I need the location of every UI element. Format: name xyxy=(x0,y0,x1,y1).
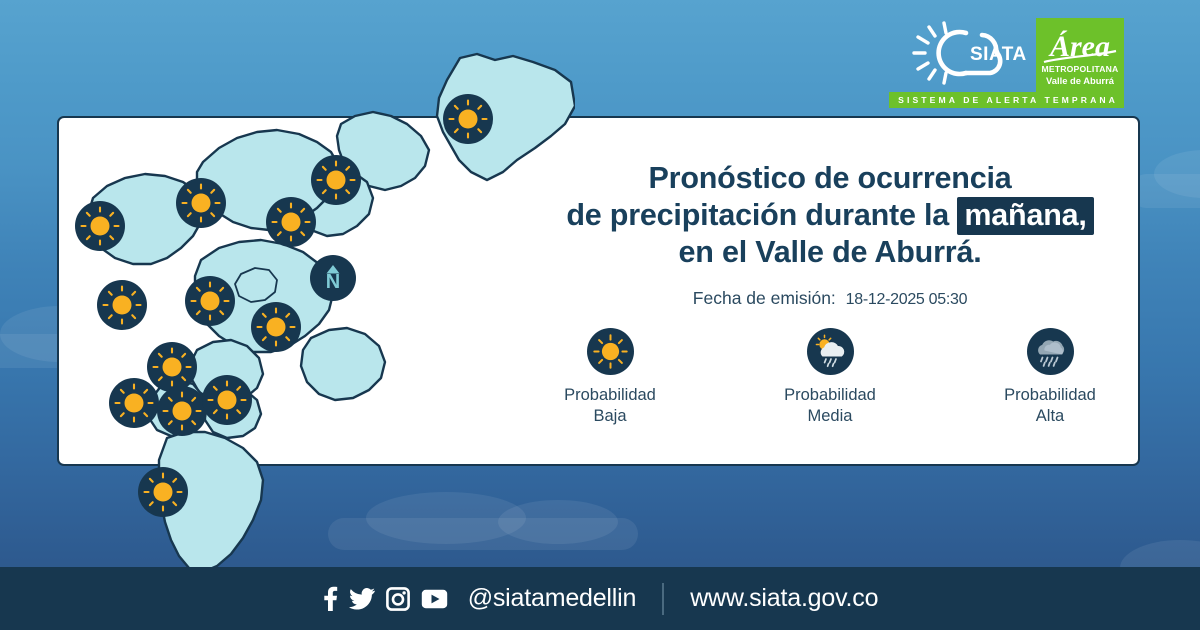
area-metropolitana-logo[interactable]: Área METROPOLITANA Valle de Aburrá xyxy=(1036,18,1124,92)
instagram-icon[interactable] xyxy=(385,586,410,611)
legend-label-media: Probabilidad Media xyxy=(740,385,920,427)
headline-line-2: de precipitación durante la mañana, xyxy=(500,197,1160,235)
headline-line-2-text: de precipitación durante la xyxy=(566,198,950,232)
legend-label-alta: Probabilidad Alta xyxy=(960,385,1140,427)
footer-bar: @siatamedellin www.siata.gov.co xyxy=(0,567,1200,630)
headline-highlight-periodo: mañana, xyxy=(957,197,1094,235)
legend-alta-line2: Alta xyxy=(1035,407,1065,425)
siata-tagline: SISTEMA DE ALERTA TEMPRANA xyxy=(889,92,1124,108)
area-wordmark: Área xyxy=(1048,30,1110,63)
north-arrow-icon: N xyxy=(310,255,356,301)
siata-wordmark: SIATA xyxy=(970,44,1026,65)
probability-legend: Probabilidad Baja xyxy=(500,328,1160,427)
footer-separator xyxy=(662,582,665,615)
valle-de-aburra-map: N xyxy=(55,20,575,580)
headline-block: Pronóstico de ocurrencia de precipitació… xyxy=(500,160,1160,309)
legend-media-line2: Media xyxy=(807,407,853,425)
emission-date-row: Fecha de emisión: 18-12-2025 05:30 xyxy=(500,288,1160,309)
headline-line-3: en el Valle de Aburrá. xyxy=(678,235,982,269)
legend-baja-line2: Baja xyxy=(593,407,627,425)
legend-item-baja: Probabilidad Baja xyxy=(520,328,700,427)
siata-logo[interactable]: SIATA xyxy=(910,18,1026,88)
headline-line-1: Pronóstico de ocurrencia xyxy=(648,161,1012,195)
facebook-icon[interactable] xyxy=(322,586,338,612)
legend-baja-line1: Probabilidad xyxy=(564,386,656,404)
legend-item-media: Probabilidad Media xyxy=(740,328,920,427)
emission-date-label: Fecha de emisión: xyxy=(692,288,836,308)
cloud-rain-icon xyxy=(1026,328,1074,375)
logo-group: SIATA Área METROPOLITANA Valle de Aburrá xyxy=(910,18,1124,92)
youtube-icon[interactable] xyxy=(421,589,448,609)
ama-line-1: METROPOLITANA xyxy=(1041,64,1119,74)
social-icons xyxy=(322,586,448,612)
ama-line-2: Valle de Aburrá xyxy=(1046,75,1114,86)
sun-cloud-rain-icon xyxy=(806,328,854,375)
legend-item-alta: Probabilidad Alta xyxy=(960,328,1140,427)
twitter-icon[interactable] xyxy=(348,587,375,610)
social-handle[interactable]: @siatamedellin xyxy=(467,584,637,612)
legend-media-line1: Probabilidad xyxy=(784,386,876,404)
emission-date-value: 18-12-2025 05:30 xyxy=(845,291,968,308)
legend-label-baja: Probabilidad Baja xyxy=(520,385,700,427)
sun-icon xyxy=(586,328,634,375)
svg-text:N: N xyxy=(326,271,340,293)
background-cloud-topright xyxy=(1130,150,1200,210)
background-cloud-center xyxy=(328,492,648,552)
legend-alta-line1: Probabilidad xyxy=(1004,386,1096,404)
website-url[interactable]: www.siata.gov.co xyxy=(690,584,879,612)
